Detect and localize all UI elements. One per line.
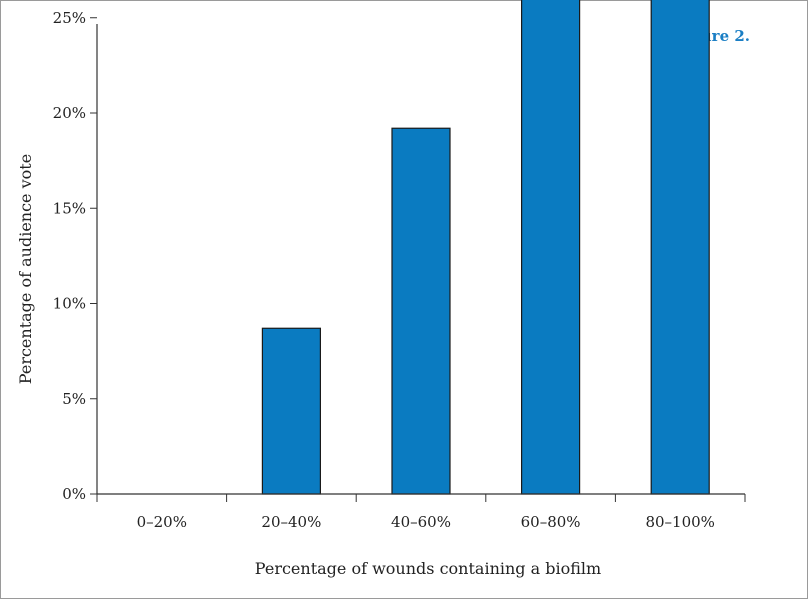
y-tick-label: 20%: [53, 104, 86, 122]
y-tick-label: 10%: [53, 295, 86, 313]
y-tick-label: 0%: [62, 485, 86, 503]
bar-40-60: [391, 127, 451, 495]
y-tick-label: 25%: [53, 9, 86, 27]
y-tick-label: 5%: [62, 390, 86, 408]
x-tick-label: 80–100%: [645, 513, 714, 531]
y-tick-label: 15%: [53, 199, 86, 217]
bar-80-100: [650, 0, 710, 495]
bar-60-80: [520, 0, 581, 495]
x-axis-ticks: 0–20% 20–40% 40–60% 60–80% 80–100%: [96, 494, 746, 531]
x-tick-label: 60–80%: [521, 513, 581, 531]
x-axis-title: Percentage of wounds containing a biofil…: [255, 559, 601, 578]
x-tick-label: 0–20%: [137, 513, 187, 531]
y-axis-title: Percentage of audience vote: [16, 154, 35, 384]
x-tick-label: 40–60%: [391, 513, 451, 531]
bars: [261, 0, 710, 495]
bar-20-40: [261, 327, 321, 495]
y-axis-ticks: 0%5%10%15%20%25%30%35%40%45%: [53, 9, 97, 503]
x-tick-label: 20–40%: [261, 513, 321, 531]
